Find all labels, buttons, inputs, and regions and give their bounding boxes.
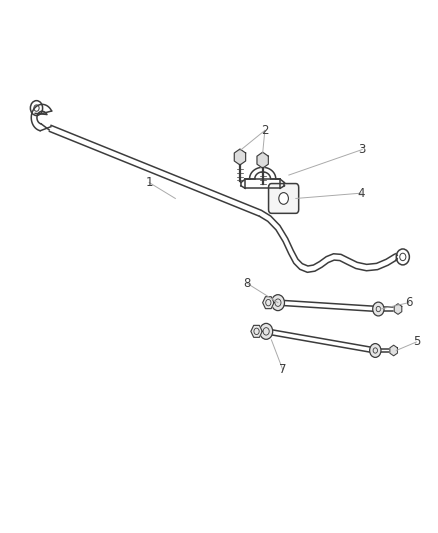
Polygon shape <box>390 345 397 356</box>
Circle shape <box>370 344 381 358</box>
Polygon shape <box>394 304 402 314</box>
Polygon shape <box>257 152 268 168</box>
Text: 5: 5 <box>413 335 420 349</box>
Text: 4: 4 <box>357 187 365 200</box>
FancyBboxPatch shape <box>268 183 299 213</box>
Polygon shape <box>263 297 274 309</box>
Circle shape <box>260 324 273 340</box>
Text: 6: 6 <box>405 296 413 309</box>
Text: 7: 7 <box>279 363 286 376</box>
Text: 2: 2 <box>261 124 268 137</box>
Circle shape <box>272 295 285 311</box>
Circle shape <box>373 302 384 316</box>
Polygon shape <box>234 149 246 165</box>
Polygon shape <box>251 325 262 337</box>
Text: 1: 1 <box>145 176 153 189</box>
Text: 3: 3 <box>359 143 366 156</box>
Text: 8: 8 <box>244 277 251 290</box>
Circle shape <box>279 192 288 204</box>
